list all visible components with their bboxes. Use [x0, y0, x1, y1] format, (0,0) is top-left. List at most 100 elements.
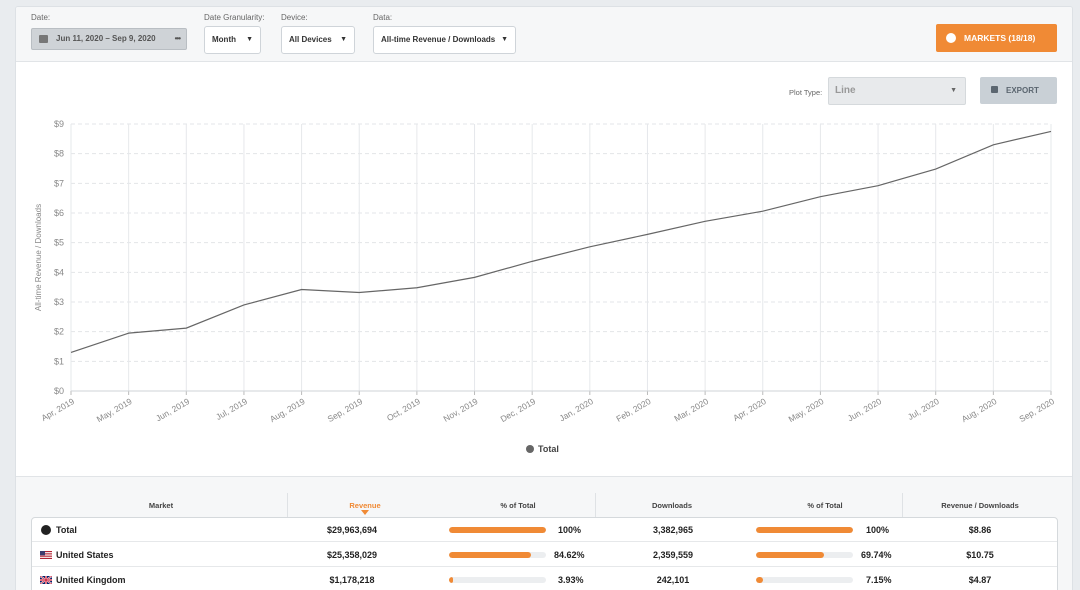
- export-button[interactable]: EXPORT: [980, 77, 1057, 104]
- x-tick-label: Apr, 2019: [39, 396, 76, 423]
- y-tick-label: $0: [54, 386, 64, 396]
- x-tick-label: Jul, 2020: [906, 396, 941, 422]
- y-tick-label: $1: [54, 356, 64, 366]
- x-tick-label: May, 2020: [787, 396, 826, 424]
- table-row-united-states[interactable]: United States $25,358,029 84.62% 2,359,5…: [32, 543, 1057, 567]
- revenue-share-bar: [449, 577, 546, 583]
- legend-dot: [526, 445, 534, 453]
- markets-button[interactable]: MARKETS (18/18): [936, 24, 1057, 52]
- device-value: All Devices: [289, 35, 332, 44]
- header-revenue[interactable]: Revenue: [349, 501, 381, 510]
- y-tick-label: $4: [54, 267, 64, 277]
- filter-toolbar: Date: Jun 11, 2020 – Sep 9, 2020 ••• Dat…: [16, 7, 1072, 62]
- bar-fill: [756, 552, 824, 558]
- line-chart: $0 $1 $2 $3 $4 $5 $6 $7 $8 $9 Apr, 2019 May, 2019 Ju…: [34, 119, 1056, 424]
- bar-fill: [449, 552, 532, 558]
- revenue-share-bar: [449, 527, 546, 533]
- calendar-icon: [39, 35, 48, 43]
- y-tick-label: $5: [54, 238, 64, 248]
- cell-revenue-pct: 3.93%: [558, 575, 584, 585]
- x-tick-label: May, 2019: [95, 396, 134, 424]
- table-body: Total $29,963,694 100% 3,382,965 100% $8…: [31, 517, 1058, 590]
- cell-downloads-pct: 69.74%: [861, 550, 892, 560]
- plot-type-value: Line: [835, 85, 856, 96]
- header-revenue-per-download[interactable]: Revenue / Downloads: [941, 501, 1019, 510]
- downloads-share-bar: [756, 577, 853, 583]
- downloads-share-bar: [756, 552, 853, 558]
- y-tick-label: $2: [54, 327, 64, 337]
- series-line-total: [70, 130, 1052, 354]
- cell-revenue-per-download: $10.75: [966, 550, 994, 560]
- chart-legend[interactable]: Total: [526, 444, 559, 454]
- plot-type-label: Plot Type:: [789, 88, 823, 97]
- data-label: Data:: [373, 13, 393, 22]
- lock-icon: [991, 86, 998, 93]
- app-frame: Date: Jun 11, 2020 – Sep 9, 2020 ••• Dat…: [15, 6, 1073, 590]
- header-downloads-pct[interactable]: % of Total: [807, 501, 843, 510]
- header-revenue-pct[interactable]: % of Total: [500, 501, 536, 510]
- date-label: Date:: [31, 13, 51, 22]
- header-divider: [595, 493, 596, 517]
- caret-down-icon: ▼: [246, 36, 253, 43]
- x-tick-label: Oct, 2019: [385, 396, 422, 423]
- device-select[interactable]: All Devices ▼: [281, 26, 355, 54]
- bar-fill: [756, 577, 763, 583]
- x-tick-label: Jul, 2019: [214, 396, 249, 422]
- date-range-picker[interactable]: Jun 11, 2020 – Sep 9, 2020 •••: [31, 28, 187, 50]
- y-tick-label: $7: [54, 178, 64, 188]
- cell-revenue-per-download: $8.86: [968, 525, 992, 535]
- x-tick-label: Jan, 2020: [557, 396, 595, 423]
- header-market[interactable]: Market: [148, 501, 174, 510]
- cell-revenue: $1,178,218: [329, 575, 375, 585]
- cell-downloads-pct: 100%: [866, 525, 890, 535]
- cell-revenue: $25,358,029: [326, 550, 378, 560]
- x-tick-label: Aug, 2020: [960, 396, 999, 424]
- x-tick-label: Apr, 2020: [731, 396, 768, 423]
- y-axis-label: All-time Revenue / Downloads: [34, 204, 43, 311]
- us-flag-icon: [40, 551, 52, 559]
- header-downloads[interactable]: Downloads: [651, 501, 692, 510]
- more-icon[interactable]: •••: [174, 34, 181, 43]
- globe-icon: [946, 33, 956, 43]
- x-tick-label: Dec, 2019: [499, 396, 538, 424]
- y-tick-label: $8: [54, 149, 64, 159]
- legend-label-total: Total: [538, 444, 559, 454]
- y-tick-label: $9: [54, 119, 64, 129]
- revenue-share-bar: [449, 552, 546, 558]
- granularity-value: Month: [212, 35, 236, 44]
- header-divider: [287, 493, 288, 517]
- cell-revenue-per-download: $4.87: [968, 575, 992, 585]
- caret-down-icon: ▼: [950, 87, 957, 94]
- cell-downloads: 242,101: [656, 575, 690, 585]
- x-tick-label: Mar, 2020: [672, 396, 710, 424]
- cell-revenue-pct: 84.62%: [554, 550, 585, 560]
- cell-market: Total: [56, 525, 77, 535]
- granularity-select[interactable]: Month ▼: [204, 26, 261, 54]
- header-divider: [902, 493, 903, 517]
- cell-downloads: 3,382,965: [652, 525, 694, 535]
- markets-label: MARKETS (18/18): [964, 33, 1036, 43]
- cell-market: United States: [56, 550, 114, 560]
- y-tick-label: $6: [54, 208, 64, 218]
- cell-revenue-pct: 100%: [558, 525, 582, 535]
- x-tick-label: Feb, 2020: [614, 396, 652, 424]
- table-row-united-kingdom[interactable]: United Kingdom $1,178,218 3.93% 242,101 …: [32, 568, 1057, 590]
- cell-downloads-pct: 7.15%: [866, 575, 892, 585]
- uk-flag-icon: [40, 576, 52, 584]
- x-tick-label: Sep, 2019: [326, 396, 365, 424]
- x-tick-label: Sep, 2020: [1017, 396, 1056, 424]
- caret-down-icon: ▼: [501, 36, 508, 43]
- date-range-value: Jun 11, 2020 – Sep 9, 2020: [56, 34, 156, 43]
- x-tick-label: Nov, 2019: [442, 396, 480, 424]
- markets-table: Market Revenue % of Total Downloads % of…: [16, 476, 1072, 590]
- export-label: EXPORT: [1006, 86, 1039, 95]
- cell-market: United Kingdom: [56, 575, 126, 585]
- data-select[interactable]: All-time Revenue / Downloads ▼: [373, 26, 516, 54]
- downloads-share-bar: [756, 527, 853, 533]
- data-value: All-time Revenue / Downloads: [381, 35, 496, 44]
- table-row-total[interactable]: Total $29,963,694 100% 3,382,965 100% $8…: [32, 518, 1057, 542]
- granularity-label: Date Granularity:: [204, 13, 265, 22]
- globe-icon: [41, 525, 51, 535]
- device-label: Device:: [281, 13, 308, 22]
- plot-type-select[interactable]: Line ▼: [828, 77, 966, 105]
